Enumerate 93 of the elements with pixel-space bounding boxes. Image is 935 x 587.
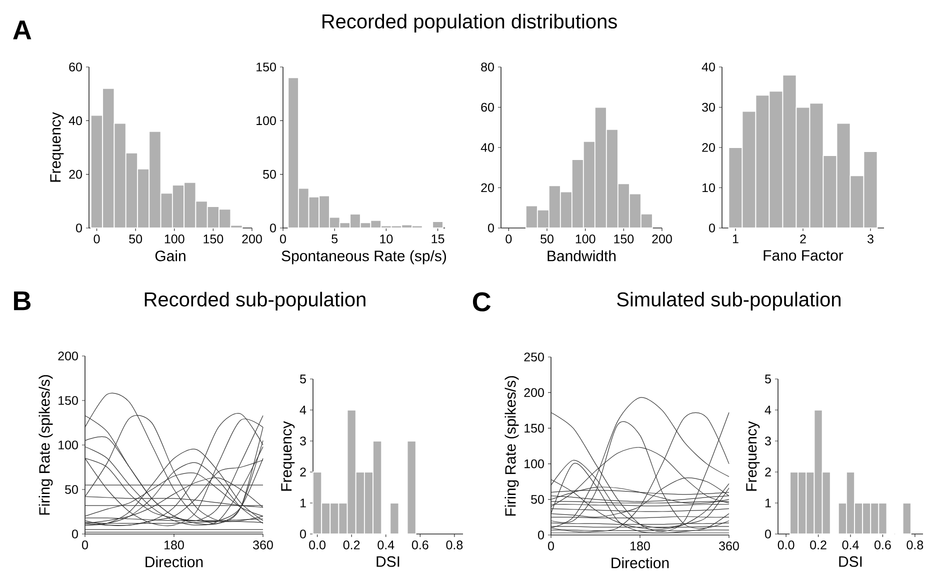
y-tick-label: 200 xyxy=(58,352,78,360)
y-axis-title: Frequency xyxy=(50,112,64,182)
chart-title: Recorded sub-population xyxy=(144,292,366,310)
x-tick-label: 200 xyxy=(242,234,262,244)
x-tick-label: 10 xyxy=(380,234,393,244)
x-tick-label: 0 xyxy=(506,234,512,244)
x-tick-label: 180 xyxy=(630,542,650,550)
x-tick-label: 15 xyxy=(432,234,444,244)
y-tick-label: 40 xyxy=(68,116,82,126)
y-tick-label: 4 xyxy=(300,406,306,414)
y-tick-label: 60 xyxy=(69,62,82,72)
x-tick-label: 0.4 xyxy=(378,540,394,550)
x-tick-label: 0.8 xyxy=(906,540,924,550)
y-tick-label: 0 xyxy=(488,224,494,232)
y-tick-label: 150 xyxy=(524,424,544,433)
x-tick-label: 3 xyxy=(868,234,874,244)
x-axis-title: Fano Factor xyxy=(764,250,844,261)
x-tick-label: 150 xyxy=(614,234,634,244)
text: B xyxy=(14,292,31,310)
x-tick-label: 50 xyxy=(540,234,554,244)
y-tick-label: 30 xyxy=(702,102,715,112)
text: A xyxy=(13,20,32,40)
x-axis-title: Direction xyxy=(146,556,203,568)
x-tick-label: 150 xyxy=(204,234,224,244)
y-tick-label: 20 xyxy=(481,183,494,192)
y-tick-label: 50 xyxy=(263,170,276,179)
y-tick-label: 2 xyxy=(300,468,306,476)
y-tick-label: 0 xyxy=(270,224,276,232)
x-tick-label: 100 xyxy=(164,234,184,244)
y-axis-title: Frequency xyxy=(281,421,295,491)
x-tick-label: 5 xyxy=(332,234,338,244)
y-tick-label: 150 xyxy=(256,62,276,72)
x-tick-label: 50 xyxy=(129,234,142,244)
y-tick-label: 200 xyxy=(524,388,544,398)
y-tick-label: 250 xyxy=(524,352,544,362)
y-tick-label: 100 xyxy=(58,440,78,450)
y-tick-label: 100 xyxy=(524,459,544,468)
y-tick-label: 3 xyxy=(300,436,306,446)
text: C xyxy=(472,292,491,312)
y-tick-label: 150 xyxy=(58,396,78,405)
y-tick-label: 50 xyxy=(531,494,544,504)
x-tick-label: 0.0 xyxy=(778,540,794,550)
chart-title: Recorded population distributions xyxy=(322,14,617,32)
y-axis-title: Firing Rate (spikes/s) xyxy=(504,376,519,516)
y-tick-label: 20 xyxy=(69,170,82,179)
y-tick-label: 5 xyxy=(765,374,771,384)
y-tick-label: 100 xyxy=(256,116,276,126)
x-tick-label: 0.2 xyxy=(343,540,360,550)
x-tick-label: 360 xyxy=(719,542,739,550)
x-tick-label: 200 xyxy=(652,234,672,244)
y-tick-label: 50 xyxy=(65,485,78,494)
y-tick-label: 40 xyxy=(702,62,715,72)
y-tick-label: 1 xyxy=(300,498,306,508)
y-tick-label: 20 xyxy=(702,143,715,152)
x-tick-label: 0 xyxy=(94,234,100,244)
y-tick-label: 0 xyxy=(538,530,544,540)
x-tick-label: 0.6 xyxy=(412,540,428,550)
y-tick-label: 5 xyxy=(300,374,306,384)
x-axis-title: Bandwidth xyxy=(548,250,616,262)
x-tick-label: 0.0 xyxy=(309,540,326,550)
x-axis-title: Spontaneous Rate (sp/s) xyxy=(282,250,446,264)
x-tick-label: 360 xyxy=(253,540,273,550)
x-tick-label: 0.6 xyxy=(874,540,891,550)
x-tick-label: 1 xyxy=(732,234,738,244)
y-axis-title: Frequency xyxy=(746,421,760,491)
x-tick-label: 180 xyxy=(164,540,184,550)
y-tick-label: 2 xyxy=(765,468,771,476)
y-axis-title: Firing Rate (spikes/s) xyxy=(38,375,53,515)
y-tick-label: 0 xyxy=(765,530,771,538)
chart-title: Simulated sub-population xyxy=(617,292,840,310)
y-tick-label: 3 xyxy=(764,436,771,446)
x-axis-title: Gain xyxy=(155,250,186,262)
y-tick-label: 0 xyxy=(76,224,82,232)
y-tick-label: 10 xyxy=(702,183,715,192)
x-tick-label: 100 xyxy=(576,234,596,244)
y-tick-label: 1 xyxy=(765,498,771,508)
x-tick-label: 2 xyxy=(800,234,806,244)
x-axis-title: DSI xyxy=(376,556,400,567)
x-tick-label: 0.4 xyxy=(842,540,859,550)
x-axis-title: Direction xyxy=(612,557,669,568)
x-tick-label: 0.8 xyxy=(446,540,463,550)
x-tick-label: 0.2 xyxy=(810,540,826,550)
x-axis-title: DSI xyxy=(839,556,862,567)
x-tick-label: 0 xyxy=(280,234,286,244)
y-tick-label: 40 xyxy=(480,143,494,152)
y-tick-label: 4 xyxy=(764,406,772,414)
y-tick-label: 0 xyxy=(709,224,715,232)
y-tick-label: 0 xyxy=(72,530,78,538)
x-tick-label: 0 xyxy=(82,540,88,550)
y-tick-label: 0 xyxy=(300,530,306,538)
y-tick-label: 60 xyxy=(481,102,494,112)
y-tick-label: 80 xyxy=(481,62,494,72)
x-tick-label: 0 xyxy=(548,542,554,550)
